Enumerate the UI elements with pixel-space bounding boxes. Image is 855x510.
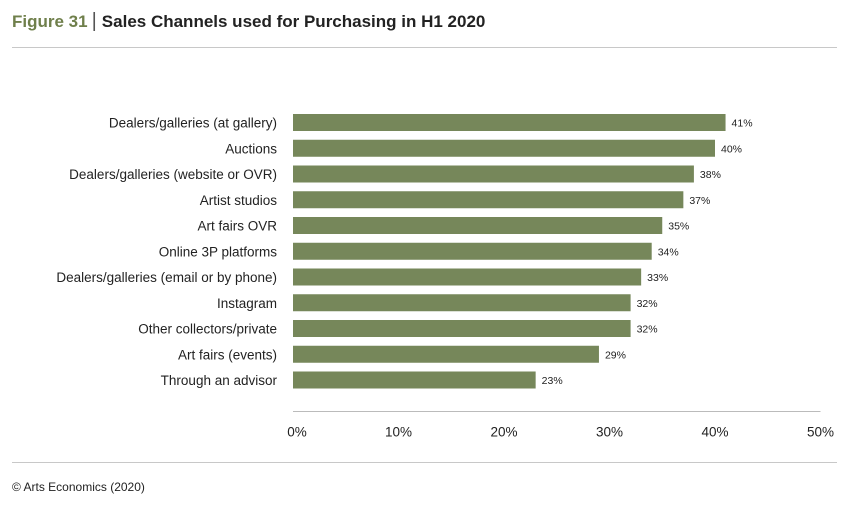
x-tick-label: 20% [490, 425, 517, 440]
bar [293, 114, 726, 131]
value-label: 38% [700, 169, 721, 181]
category-label: Instagram [217, 296, 277, 311]
bar [293, 268, 642, 286]
value-label: 37% [689, 195, 710, 207]
x-tick-label: 40% [701, 425, 728, 440]
value-label: 41% [732, 118, 753, 130]
x-tick-label: 30% [596, 425, 623, 440]
category-label: Dealers/galleries (at gallery) [109, 116, 277, 131]
value-label: 35% [668, 221, 689, 233]
bar-chart: Dealers/galleries (at gallery) 41% Auction… [56, 114, 834, 440]
bar [293, 165, 694, 183]
figure-header: Figure 31 | Sales Channels used for Purc… [12, 8, 485, 36]
category-label: Art fairs OVR [197, 219, 277, 234]
bar [293, 320, 631, 337]
category-label: Dealers/galleries (website or OVR) [69, 167, 277, 182]
value-label: 33% [647, 272, 668, 284]
value-label: 40% [721, 143, 742, 155]
value-label: 29% [605, 349, 626, 361]
category-label: Auctions [225, 141, 277, 156]
source-note: © Arts Economics (2020) [12, 480, 145, 494]
bar [293, 191, 684, 209]
value-label: 32% [637, 298, 658, 310]
title-separator: | [91, 9, 97, 32]
category-label: Dealers/galleries (email or by phone) [56, 270, 277, 285]
category-label: Artist studios [200, 193, 278, 208]
category-label: Other collectors/private [138, 322, 277, 337]
value-label: 32% [637, 324, 658, 336]
value-label: 34% [658, 246, 679, 258]
x-tick-label: 10% [385, 425, 412, 440]
top-divider [12, 47, 837, 48]
bottom-divider [12, 462, 837, 463]
bar [293, 139, 715, 157]
bar [293, 345, 599, 363]
category-label: Art fairs (events) [178, 347, 277, 362]
category-label: Online 3P platforms [159, 244, 278, 259]
figure-label: Figure 31 [12, 12, 88, 31]
category-label: Through an advisor [161, 373, 278, 388]
x-tick-label: 0% [287, 425, 307, 440]
bar [293, 217, 663, 234]
figure-title: Sales Channels used for Purchasing in H1… [101, 12, 486, 31]
x-tick-label: 50% [807, 425, 834, 440]
bar [293, 371, 536, 389]
bar [293, 242, 652, 260]
value-label: 23% [542, 375, 563, 387]
bar [293, 294, 631, 312]
